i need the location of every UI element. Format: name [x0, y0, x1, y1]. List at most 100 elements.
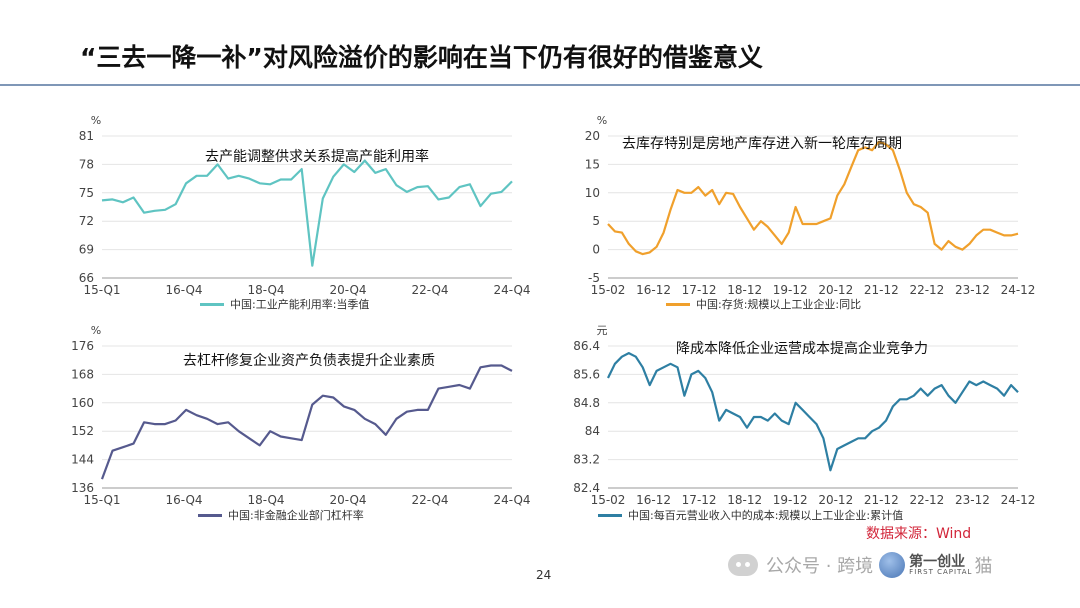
legend-swatch [198, 513, 222, 517]
y-tick-label: 152 [71, 424, 94, 438]
y-tick-label: 84.8 [573, 396, 600, 410]
x-tick-label: 24-12 [1001, 493, 1036, 507]
watermark-text: 公众号 · 跨境 [766, 556, 874, 577]
y-tick-label: 75 [79, 186, 94, 200]
x-tick-label: 20-Q4 [329, 283, 366, 297]
legend-swatch [598, 513, 622, 517]
title-divider [0, 84, 1080, 86]
watermark-text-tail: 猫 [974, 556, 993, 577]
y-tick-label: 176 [71, 339, 94, 353]
y-tick-label: 0 [592, 243, 600, 257]
x-tick-label: 16-Q4 [165, 493, 202, 507]
data-source: 数据来源：Wind [866, 526, 972, 542]
y-tick-label: 136 [71, 481, 94, 495]
y-tick-label: 81 [79, 129, 94, 143]
chart-cost-per-revenue: 元 86.4 85.6 84.8 84 83.2 82.4 15-02 16-12 17-12 18… [556, 318, 1035, 528]
x-tick-label: 22-Q4 [411, 493, 448, 507]
y-tick-label: 15 [585, 157, 600, 171]
chart-legend: 中国:工业产能利用率:当季值 [200, 296, 369, 312]
x-tick-label: 21-12 [864, 283, 899, 297]
x-tick-label: 20-Q4 [329, 493, 366, 507]
x-tick-label: 24-12 [1001, 283, 1036, 297]
chart-plot: % 20 15 10 5 0 -515-02 16-12 17-12 18-12 19-12 20-1… [585, 114, 1036, 297]
x-tick-label: 15-02 [591, 283, 626, 297]
x-tick-label: 19-12 [773, 493, 808, 507]
x-tick-label: 23-12 [955, 493, 990, 507]
y-tick-label: 78 [79, 157, 94, 171]
y-tick-label: 66 [79, 271, 94, 285]
y-unit-label: % [91, 324, 101, 337]
chart-annotation: 去产能调整供求关系提高产能利用率 [205, 149, 429, 165]
x-tick-label: 17-12 [682, 283, 717, 297]
legend-label: 中国:每百元营业收入中的成本:规模以上工业企业:累计值 [628, 509, 904, 522]
x-tick-label: 22-12 [909, 493, 944, 507]
y-tick-label: 10 [585, 186, 600, 200]
watermark: 公众号 · 跨境 第一创业 FIRST CAPITAL 猫 [728, 552, 992, 578]
chart-legend: 中国:每百元营业收入中的成本:规模以上工业企业:累计值 [598, 507, 903, 523]
x-tick-label: 17-12 [682, 493, 717, 507]
x-tick-label: 23-12 [955, 283, 990, 297]
page-number: 24 [536, 568, 552, 582]
x-tick-label: 24-Q4 [493, 283, 530, 297]
x-tick-label: 24-Q4 [493, 493, 530, 507]
y-tick-label: 20 [585, 129, 600, 143]
legend-swatch [666, 302, 690, 306]
chart-annotation: 去库存特别是房地产库存进入新一轮库存周期 [622, 136, 902, 152]
wechat-icon [728, 554, 758, 576]
x-tick-label: 22-12 [909, 283, 944, 297]
chart-corporate-leverage: % 176 168 160 152 144 136 15-Q1 16-Q4 18-Q4 20-Q4 2… [50, 318, 530, 528]
first-capital-logo: 第一创业 FIRST CAPITAL [879, 552, 972, 578]
x-tick-label: 16-12 [636, 493, 671, 507]
y-unit-label: 元 [597, 324, 608, 337]
series-line [101, 159, 513, 267]
logo-text-cn: 第一创业 [909, 553, 966, 570]
series-line [607, 351, 1019, 472]
y-tick-label: 86.4 [573, 339, 600, 353]
y-tick-label: 5 [592, 214, 600, 228]
x-tick-label: 15-Q1 [83, 493, 120, 507]
x-tick-label: 22-Q4 [411, 283, 448, 297]
y-tick-label: 85.6 [573, 367, 600, 381]
y-tick-label: 160 [71, 396, 94, 410]
x-tick-label: 16-12 [636, 283, 671, 297]
chart-annotation: 去杠杆修复企业资产负债表提升企业素质 [183, 353, 435, 369]
x-tick-label: 19-12 [773, 283, 808, 297]
legend-label: 中国:工业产能利用率:当季值 [230, 298, 370, 311]
series-line [607, 140, 1019, 256]
legend-swatch [200, 302, 224, 306]
y-tick-label: 82.4 [573, 481, 600, 495]
x-tick-label: 15-Q1 [83, 283, 120, 297]
x-tick-label: 18-Q4 [247, 283, 284, 297]
chart-capacity-utilization: % 81 78 75 72 69 66 15-Q1 16-Q4 18-Q4 20-Q4 22-Q4 24… [50, 108, 531, 318]
chart-plot: 元 86.4 85.6 84.8 84 83.2 82.415-02 16-12 17-12 18… [573, 324, 1035, 507]
chart-annotation: 降成本降低企业运营成本提高企业竞争力 [676, 341, 928, 357]
x-tick-label: 21-12 [864, 493, 899, 507]
x-tick-label: 15-02 [591, 493, 626, 507]
x-tick-label: 18-Q4 [247, 493, 284, 507]
x-tick-label: 18-12 [727, 493, 762, 507]
x-tick-label: 16-Q4 [165, 283, 202, 297]
chart-legend: 中国:存货:规模以上工业企业:同比 [666, 296, 861, 312]
x-tick-label: 20-12 [818, 283, 853, 297]
chart-legend: 中国:非金融企业部门杠杆率 [198, 507, 364, 523]
y-tick-label: 168 [71, 367, 94, 381]
y-tick-label: 144 [71, 453, 94, 467]
y-unit-label: % [91, 114, 101, 127]
y-tick-label: 83.2 [573, 453, 600, 467]
globe-icon [879, 552, 906, 578]
page-title: “三去一降一补”对风险溢价的影响在当下仍有很好的借鉴意义 [80, 43, 763, 72]
y-unit-label: % [597, 114, 607, 127]
y-tick-label: 72 [79, 214, 94, 228]
legend-label: 中国:非金融企业部门杠杆率 [228, 509, 364, 522]
x-tick-label: 20-12 [818, 493, 853, 507]
chart-inventory-yoy: % 20 15 10 5 0 -5 15-02 16-12 17-12 18-12 19-12 20-1… [556, 108, 1036, 318]
logo-text-en: FIRST CAPITAL [909, 567, 973, 576]
y-tick-label: 84 [585, 424, 600, 438]
series-line [100, 364, 513, 480]
legend-label: 中国:存货:规模以上工业企业:同比 [696, 298, 862, 311]
y-tick-label: -5 [588, 271, 600, 285]
y-tick-label: 69 [79, 243, 94, 257]
x-tick-label: 18-12 [727, 283, 762, 297]
